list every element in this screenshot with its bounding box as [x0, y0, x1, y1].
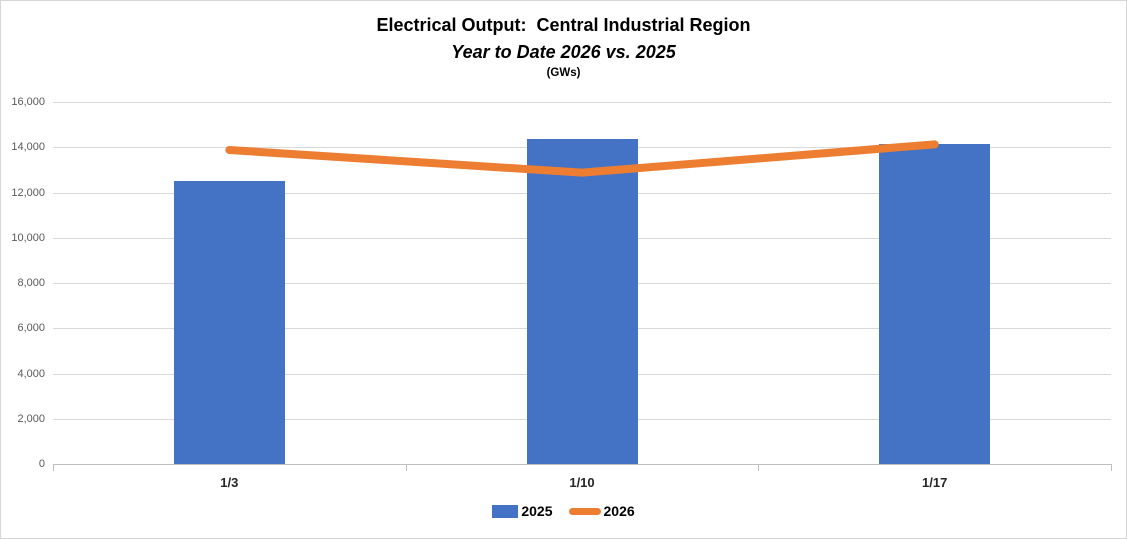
legend-item-2025: 2025	[492, 503, 553, 519]
legend-item-2026: 2026	[568, 503, 635, 519]
x-axis-tick	[758, 464, 760, 471]
y-axis-tick-label: 16,000	[11, 96, 45, 108]
y-axis-tick-label: 2,000	[17, 412, 45, 425]
bar-2025-1/17	[879, 144, 991, 465]
bar-2025-1/3	[173, 180, 285, 465]
bar-2025-1/10	[526, 138, 638, 465]
x-axis-category-label: 1/3	[220, 475, 239, 490]
legend-label-2025: 2025	[521, 503, 553, 519]
gridline-16,000	[53, 102, 1111, 103]
y-axis-tick-label: 4,000	[17, 367, 45, 380]
y-axis-tick-label: 6,000	[17, 322, 45, 335]
y-axis-tick-label: 10,000	[11, 231, 45, 244]
x-axis-tick	[1111, 464, 1112, 471]
legend-label-2026: 2026	[603, 503, 635, 519]
chart-units-label: (GWs)	[546, 67, 581, 79]
chart-title: Electrical Output: Central Industrial Re…	[376, 15, 751, 35]
y-axis-tick-label: 8,000	[17, 277, 45, 289]
chart-title-block: Electrical Output: Central Industrial Re…	[1, 13, 1126, 79]
y-axis-tick-label: 12,000	[11, 186, 45, 199]
y-axis-tick-label: 0	[38, 458, 45, 470]
legend-line-swatch-icon	[568, 507, 601, 515]
x-axis-category-label: 1/10	[569, 475, 595, 490]
chart-subtitle: Year to Date 2026 vs. 2025	[451, 42, 676, 62]
y-axis-tick-label: 14,000	[11, 141, 45, 154]
x-axis-category-label: 1/17	[922, 475, 948, 490]
x-axis-tick	[405, 464, 407, 471]
legend-bar-swatch-icon	[492, 504, 519, 518]
chart-legend: 2025 2026	[1, 503, 1126, 519]
x-axis-tick	[53, 464, 54, 471]
x-axis-line	[53, 464, 1112, 465]
